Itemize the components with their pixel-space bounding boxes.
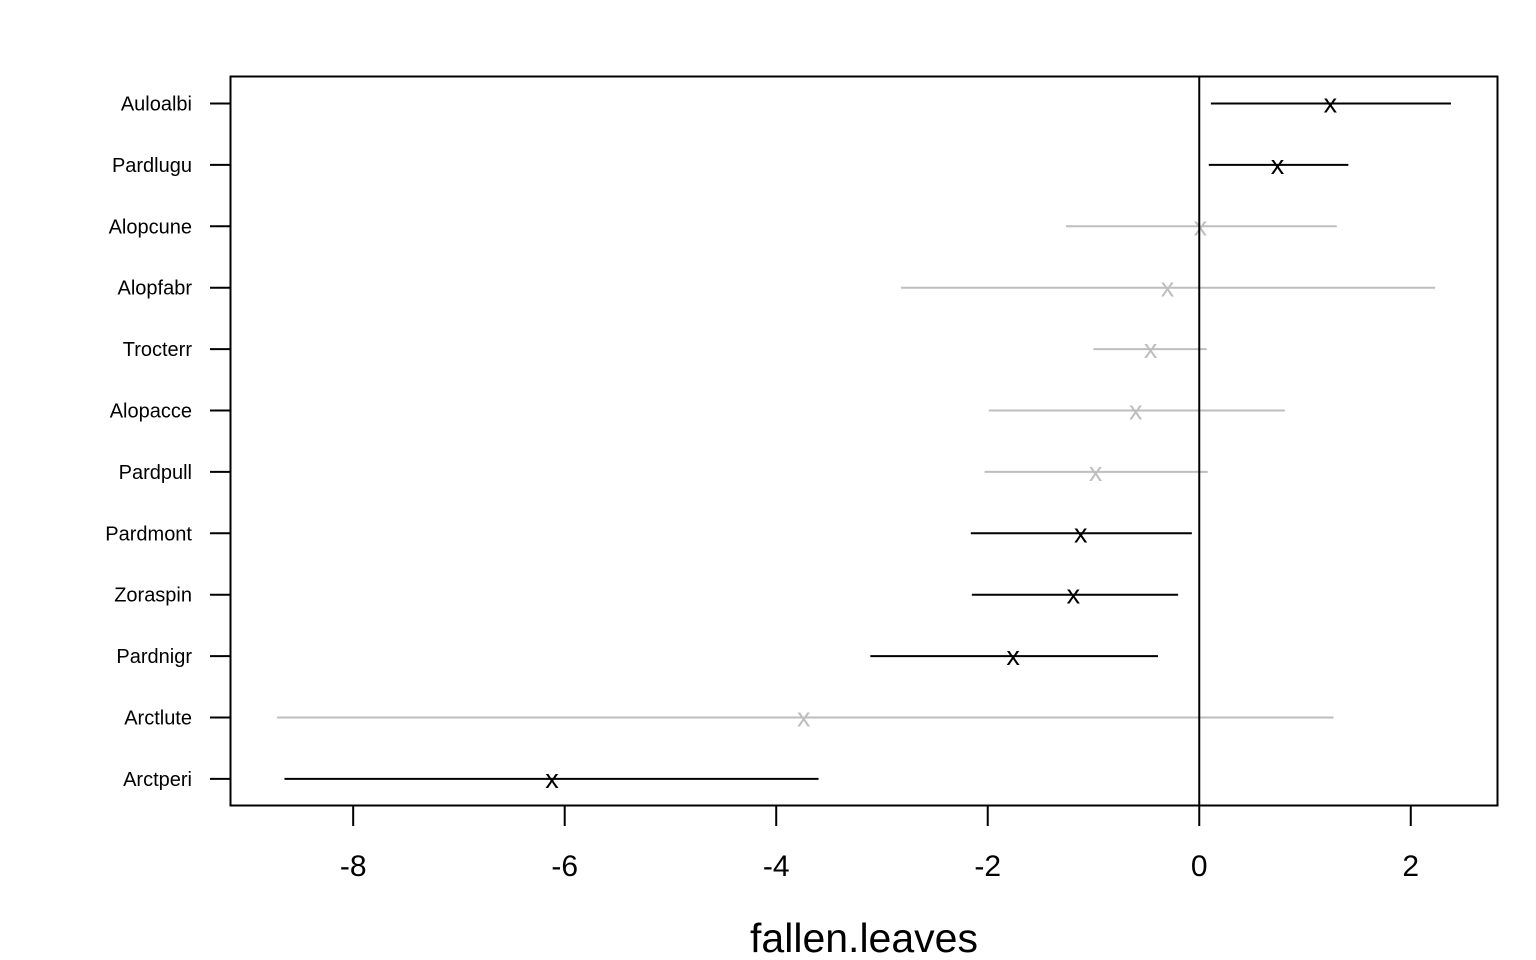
estimate-marker: x xyxy=(1129,396,1143,426)
marker-layer: x x x x x x x x x x x x xyxy=(545,89,1337,794)
estimate-marker: x xyxy=(1074,518,1088,548)
estimate-marker: x xyxy=(1271,150,1285,180)
category-label: Pardlugu xyxy=(112,155,192,177)
x-tick-label: -2 xyxy=(974,850,1001,883)
category-label: Arctperi xyxy=(123,769,192,791)
x-tick-label: 2 xyxy=(1402,850,1419,883)
estimate-marker: x xyxy=(797,703,811,733)
category-label: Pardnigr xyxy=(116,646,192,668)
category-label: Alopacce xyxy=(110,401,192,423)
estimate-marker: x xyxy=(1324,89,1338,119)
y-axis: Auloalbi Pardlugu Alopcune Alopfabr Trocterr… xyxy=(105,94,231,791)
x-axis-title: fallen.leaves xyxy=(750,915,978,960)
x-tick-label: -8 xyxy=(340,850,367,883)
estimate-marker: x xyxy=(1144,334,1158,364)
category-label: Auloalbi xyxy=(121,94,192,116)
plot-frame xyxy=(229,75,1499,807)
x-tick-label: -4 xyxy=(763,850,790,883)
estimate-marker: x xyxy=(1194,211,1208,241)
category-label: Alopcune xyxy=(109,216,192,238)
category-label: Alopfabr xyxy=(118,278,193,300)
category-label: Pardpull xyxy=(119,462,192,484)
estimate-marker: x xyxy=(1067,580,1081,610)
estimate-marker: x xyxy=(1089,457,1103,487)
estimate-marker: x xyxy=(1161,273,1175,303)
estimate-marker: x xyxy=(1006,641,1020,671)
category-label: Trocterr xyxy=(123,339,193,361)
x-tick-label: 0 xyxy=(1191,850,1208,883)
x-tick-label: -6 xyxy=(551,850,578,883)
interval-layer xyxy=(277,102,1451,780)
category-label: Arctlute xyxy=(124,708,192,730)
category-label: Zoraspin xyxy=(114,585,192,607)
estimate-marker: x xyxy=(545,764,559,794)
x-axis: -8 -6 -4 -2 0 2 xyxy=(340,805,1419,883)
category-label: Pardmont xyxy=(105,523,192,545)
